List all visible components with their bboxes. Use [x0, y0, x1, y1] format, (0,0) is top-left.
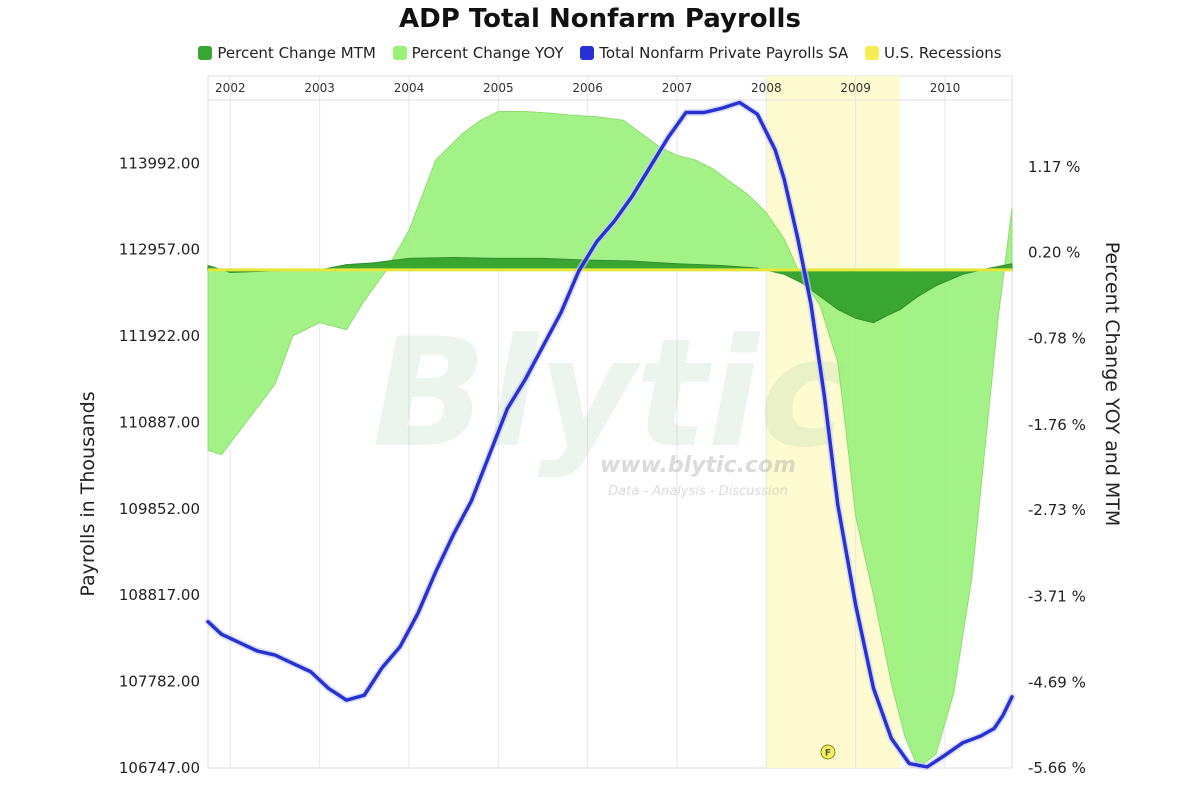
- right-tick-label: -4.69 %: [1028, 674, 1086, 692]
- legend-swatch-mtm: [198, 46, 213, 60]
- watermark-tagline: Data - Analysis - Discussion: [608, 484, 788, 499]
- legend-item-yoy[interactable]: Percent Change YOY: [392, 44, 564, 62]
- watermark-logo: Blytic: [372, 307, 848, 481]
- left-tick-label: 111922.00: [119, 327, 200, 345]
- watermark-url: www.blytic.com: [600, 453, 796, 478]
- left-axis-title: Payrolls in Thousands: [77, 391, 99, 596]
- legend-label-yoy: Percent Change YOY: [411, 44, 564, 62]
- series-payrolls-line: [206, 100, 1014, 769]
- right-tick-label: 0.20 %: [1028, 243, 1080, 261]
- left-tick-label: 112957.00: [119, 241, 200, 259]
- flag-marker: [820, 744, 836, 760]
- flag-marker-label: F: [825, 749, 831, 759]
- left-tick-label: 107782.00: [119, 673, 200, 691]
- legend-label-recessions: U.S. Recessions: [884, 44, 1002, 62]
- right-tick-label: -3.71 %: [1028, 587, 1086, 605]
- left-tick-label: 109852.00: [119, 500, 200, 518]
- legend-label-payrolls: Total Nonfarm Private Payrolls SA: [599, 44, 849, 62]
- legend-swatch-recessions: [865, 46, 880, 60]
- left-tick-label: 106747.00: [119, 759, 200, 777]
- legend-item-payrolls[interactable]: Total Nonfarm Private Payrolls SA: [580, 44, 848, 62]
- left-tick-label: 113992.00: [119, 154, 200, 172]
- right-tick-label: -0.78 %: [1028, 330, 1086, 348]
- right-axis-title: Percent Change YOY and MTM: [1101, 242, 1123, 527]
- right-tick-label: -2.73 %: [1028, 501, 1086, 519]
- legend-item-mtm[interactable]: Percent Change MTM: [198, 44, 376, 62]
- left-tick-label: 110887.00: [119, 413, 200, 431]
- legend-item-recessions[interactable]: U.S. Recessions: [865, 44, 1002, 62]
- chart-title: ADP Total Nonfarm Payrolls: [399, 4, 801, 34]
- legend-swatch-payrolls: [580, 46, 595, 60]
- chart-legend: Percent Change MTM Percent Change YOY To…: [0, 44, 1200, 62]
- right-tick-label: 1.17 %: [1028, 158, 1080, 176]
- legend-label-mtm: Percent Change MTM: [217, 44, 376, 62]
- legend-swatch-yoy: [392, 46, 407, 60]
- left-tick-label: 108817.00: [119, 586, 200, 604]
- right-tick-label: -5.66 %: [1028, 759, 1086, 777]
- series-mtm-area: [207, 257, 1013, 324]
- right-tick-label: -1.76 %: [1028, 416, 1086, 434]
